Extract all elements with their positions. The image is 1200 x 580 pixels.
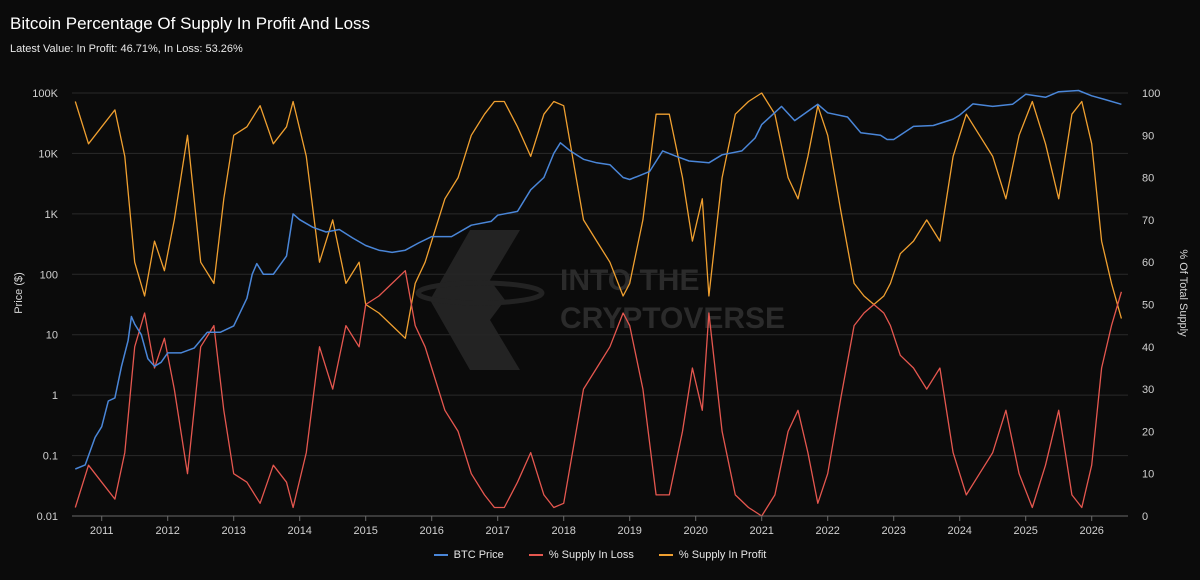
y-left-tick-label: 10K (38, 148, 58, 160)
watermark: INTO THE CRYPTOVERSE (415, 230, 785, 370)
legend-label-supply-in-loss: % Supply In Loss (548, 549, 634, 561)
legend-label-btc-price: BTC Price (453, 549, 504, 561)
legend-item-btc-price[interactable]: BTC Price (433, 549, 504, 561)
legend-label-supply-in-profit: % Supply In Profit (678, 549, 767, 561)
x-tick-label: 2015 (353, 525, 377, 537)
x-tick-label: 2022 (815, 525, 839, 537)
y-left-tick-label: 0.1 (43, 451, 58, 463)
x-tick-label: 2016 (419, 525, 443, 537)
x-tick-label: 2020 (683, 525, 707, 537)
x-tick-label: 2019 (617, 525, 641, 537)
y-left-tick-label: 0.01 (37, 511, 58, 523)
chart-title: Bitcoin Percentage Of Supply In Profit A… (10, 14, 371, 33)
y-right-tick-label: 100 (1142, 88, 1160, 100)
watermark-line2: CRYPTOVERSE (560, 302, 785, 335)
series-layer (74, 89, 1123, 517)
x-tick-label: 2025 (1013, 525, 1037, 537)
y-right-tick-label: 10 (1142, 469, 1154, 481)
series-btc-price (75, 89, 1122, 470)
y-left-tick-label: 100 (40, 269, 58, 281)
x-tick-label: 2026 (1079, 525, 1103, 537)
y-right-tick-label: 20 (1142, 426, 1154, 438)
x-tick-label: 2012 (155, 525, 179, 537)
series-supply-in-profit (74, 92, 1123, 339)
series-supply-in-loss (74, 270, 1123, 517)
chart-canvas: INTO THE CRYPTOVERSE Price ($) % Of Tota… (13, 88, 1189, 537)
y-left-tick-label: 1 (52, 390, 58, 402)
x-tick-label: 2018 (551, 525, 575, 537)
y-right-tick-label: 70 (1142, 215, 1154, 227)
axis-layer: Price ($) % Of Total Supply 0.01 0.1 1 10 10… (13, 88, 1189, 537)
supply-in-loss-swatch-icon (528, 554, 543, 557)
legend-item-supply-in-profit[interactable]: % Supply In Profit (658, 549, 767, 561)
supply-in-profit-swatch-icon (658, 554, 673, 557)
y-left-tick-label: 100K (32, 88, 58, 100)
watermark-ring-icon (415, 280, 545, 306)
btc-price-swatch-icon (433, 554, 448, 557)
legend: BTC Price % Supply In Loss % Supply In P… (0, 549, 1200, 561)
y-right-tick-label: 90 (1142, 130, 1154, 142)
x-tick-label: 2023 (881, 525, 905, 537)
x-tick-label: 2013 (221, 525, 245, 537)
chart-subtitle: Latest Value: In Profit: 46.71%, In Loss… (10, 43, 243, 55)
x-tick-label: 2024 (947, 525, 971, 537)
x-tick-label: 2017 (485, 525, 509, 537)
x-tick-label: 2021 (749, 525, 773, 537)
y-right-tick-label: 50 (1142, 300, 1154, 312)
y-right-axis-title: % Of Total Supply (1177, 249, 1189, 337)
y-right-tick-label: 60 (1142, 257, 1154, 269)
y-left-axis-title: Price ($) (13, 272, 25, 314)
x-tick-label: 2011 (90, 525, 114, 537)
watermark-logo-icon (430, 230, 520, 370)
y-right-tick-label: 80 (1142, 173, 1154, 185)
y-right-tick-label: 30 (1142, 384, 1154, 396)
legend-item-supply-in-loss[interactable]: % Supply In Loss (528, 549, 634, 561)
x-tick-label: 2014 (287, 525, 311, 537)
y-left-tick-label: 10 (46, 330, 58, 342)
y-right-tick-label: 0 (1142, 511, 1148, 523)
y-left-tick-label: 1K (45, 209, 59, 221)
y-right-tick-label: 40 (1142, 342, 1154, 354)
